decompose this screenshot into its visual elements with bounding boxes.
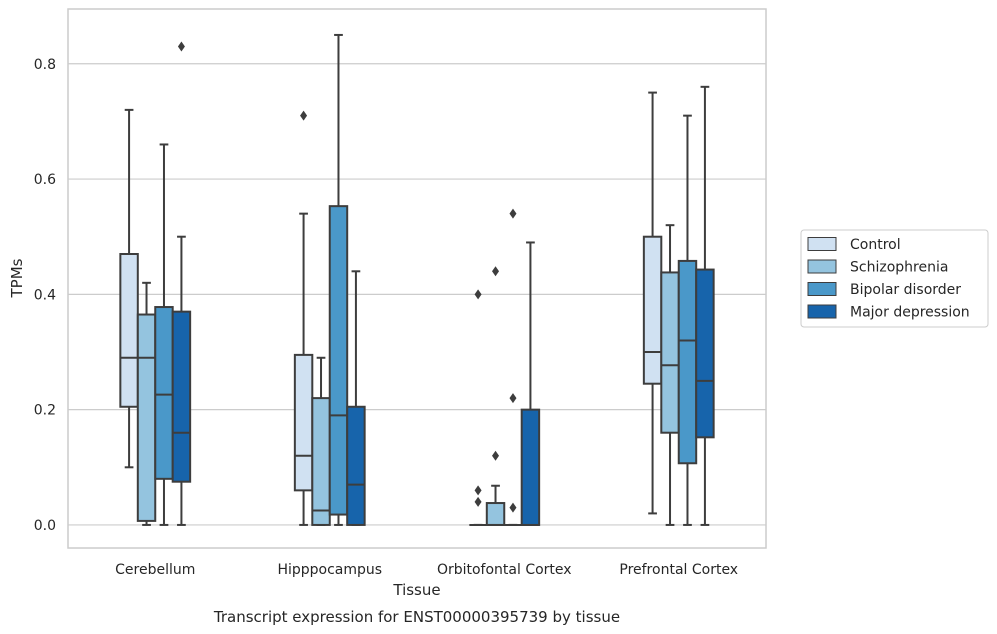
legend-swatch <box>807 237 837 251</box>
box-4-1 <box>642 91 663 515</box>
x-axis-label: Tissue <box>392 581 440 599</box>
box-1-1 <box>119 108 139 469</box>
x-tick-label: Orbitofontal Cortex <box>437 562 572 578</box>
y-tick-label: 0.8 <box>34 57 56 73</box>
box-4-3 <box>677 114 698 526</box>
legend-swatch <box>807 304 837 319</box>
legend-swatch <box>807 259 837 274</box>
box-2-2 <box>311 356 331 526</box>
box-2-3 <box>328 33 349 526</box>
legend-label: Control <box>850 237 901 253</box>
box-3-1 <box>469 289 487 526</box>
y-tick-label: 0.0 <box>34 518 56 534</box>
box-3-2 <box>485 266 506 526</box>
outlier-point <box>492 266 500 277</box>
box-body <box>677 259 698 465</box>
outlier-point <box>509 208 517 219</box>
box-1-4 <box>171 41 192 526</box>
y-tick-label: 0.6 <box>34 172 56 188</box>
y-axis-label: TPMs <box>8 258 26 298</box>
outlier-point <box>300 110 308 121</box>
box-4-4 <box>695 85 715 526</box>
y-axis-ticks: 0.0 0.2 0.4 0.6 0.8 <box>34 57 56 534</box>
box-body <box>660 271 680 434</box>
box-body <box>154 306 174 480</box>
box-body <box>346 405 366 526</box>
box-body <box>642 235 663 385</box>
outlier-point <box>474 289 482 300</box>
box-3-4 <box>520 241 541 526</box>
legend-label: Bipolar disorder <box>850 282 961 298</box>
outlier-point <box>474 496 482 507</box>
x-axis-ticks: Cerebellum Hipppocampus Orbitofontal Corte… <box>115 562 738 578</box>
outlier-point <box>474 485 482 496</box>
box-body <box>328 205 349 516</box>
box-body <box>119 253 139 408</box>
outlier-point <box>509 393 517 404</box>
box-2-1 <box>293 110 314 526</box>
x-tick-label: Cerebellum <box>115 562 195 578</box>
box-1-2 <box>136 281 157 526</box>
legend: Control Schizophrenia Bipolar disorder Majo… <box>800 229 989 328</box>
box-body <box>293 353 314 492</box>
box-body <box>520 408 541 526</box>
y-tick-label: 0.4 <box>34 287 56 303</box>
plot-area-frame <box>67 8 767 549</box>
box-body <box>311 397 331 526</box>
box-2-4 <box>346 270 366 526</box>
box-body <box>695 268 715 439</box>
box-1-3 <box>154 143 174 526</box>
box-4-2 <box>660 224 680 526</box>
legend-frame <box>800 229 989 328</box>
box-plot-area <box>119 33 715 526</box>
y-tick-label: 0.2 <box>34 403 56 419</box>
box-body <box>171 310 192 483</box>
box-body <box>485 502 506 526</box>
legend-swatch <box>807 282 837 296</box>
outlier-point <box>509 502 517 513</box>
box-3-3 <box>504 208 522 526</box>
legend-label: Schizophrenia <box>850 260 948 276</box>
chart-caption: Transcript expression for ENST0000039573… <box>213 608 620 626</box>
outlier-point <box>492 450 500 461</box>
x-tick-label: Hipppocampus <box>277 562 382 578</box>
legend-label: Major depression <box>850 305 970 321</box>
box-body <box>136 313 157 522</box>
outlier-point <box>177 41 185 52</box>
x-tick-label: Prefrontal Cortex <box>619 562 738 578</box>
